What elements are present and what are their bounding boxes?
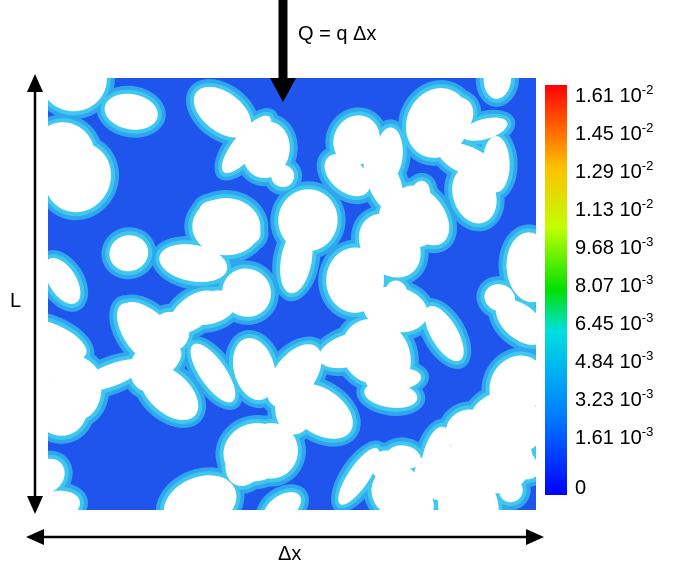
width-label: Δx [278,543,301,564]
grain [475,428,536,480]
flow-field [48,78,536,510]
arrow-head [27,496,43,514]
label-mantissa: 8.07 10 [575,275,642,297]
grain [424,305,464,362]
colorbar-label: 9.68 10-3 [575,234,653,259]
label-mantissa: 1.13 10 [575,199,642,221]
grain [169,290,219,334]
grain [326,247,385,313]
arrow-head [27,74,43,92]
grain [159,244,228,283]
grain [324,154,371,197]
colorbar-label: 4.84 10-3 [575,348,653,373]
label-exponent: -3 [642,424,654,439]
label-exponent: -2 [642,82,654,97]
label-exponent: -3 [642,272,654,287]
grain [48,458,65,493]
grain [275,375,316,435]
grain [104,93,158,130]
label-exponent: -2 [642,158,654,173]
grain [407,96,474,151]
grain [461,117,508,141]
label-mantissa: 9.68 10 [575,237,642,259]
label-mantissa: 0 [575,477,586,499]
grain [414,445,485,502]
inflow-arrow-head [270,78,296,102]
label-mantissa: 1.61 10 [575,85,642,107]
label-mantissa: 6.45 10 [575,313,642,335]
height-label: L [10,290,21,312]
grain [263,492,302,510]
grain [280,226,313,294]
label-exponent: -3 [642,386,654,401]
grain [396,185,450,246]
label-exponent: -2 [642,120,654,135]
label-exponent: -3 [642,310,654,325]
grain [489,355,536,416]
grain [376,127,403,180]
label-mantissa: 1.29 10 [575,161,642,183]
grain [364,381,418,408]
colorbar-label: 6.45 10-3 [575,310,653,335]
grain [452,166,497,224]
grain [48,78,107,112]
label-exponent: -3 [642,348,654,363]
grain [58,363,102,420]
grain [484,284,515,312]
grain [318,331,383,369]
label-mantissa: 1.61 10 [575,427,642,449]
grain [338,447,380,505]
colorbar-label: 3.23 10-3 [575,386,653,411]
grain [445,409,488,450]
grain [483,78,512,99]
grain [438,142,496,178]
arrow-head [26,529,44,545]
colorbar-label: 1.13 10-2 [575,196,653,221]
arrow-head [526,529,544,545]
colorbar-labels: 1.61 10-21.45 10-21.29 10-21.13 10-29.68… [575,82,653,499]
grain [163,475,237,510]
grain [499,478,523,503]
grain [48,319,87,360]
grain [190,343,236,403]
label-exponent: -2 [642,196,654,211]
colorbar-label: 1.61 10-2 [575,82,653,107]
colorbar [545,85,567,495]
colorbar-label: 0 [575,477,586,499]
grain [271,164,295,188]
colorbar-label: 1.45 10-2 [575,120,653,145]
grain [242,121,290,179]
grain [223,279,251,304]
grain [506,232,536,303]
inflow-label: Q = q Δx [298,23,376,45]
grain [48,490,80,510]
grain [203,201,239,253]
grain [193,86,252,138]
label-mantissa: 4.84 10 [575,351,642,373]
grain [496,299,536,345]
colorbar-label: 1.29 10-2 [575,158,653,183]
grain [116,302,163,363]
grain [48,258,81,304]
grain [363,148,404,214]
label-exponent: -3 [642,234,654,249]
grain [48,122,95,183]
label-mantissa: 3.23 10 [575,389,642,411]
colorbar-label: 8.07 10-3 [575,272,653,297]
label-mantissa: 1.45 10 [575,123,642,145]
grain [358,213,421,278]
grain [109,235,149,272]
grain [223,423,288,482]
colorbar-label: 1.61 10-3 [575,424,653,449]
grain [371,465,423,510]
grain [232,338,276,401]
